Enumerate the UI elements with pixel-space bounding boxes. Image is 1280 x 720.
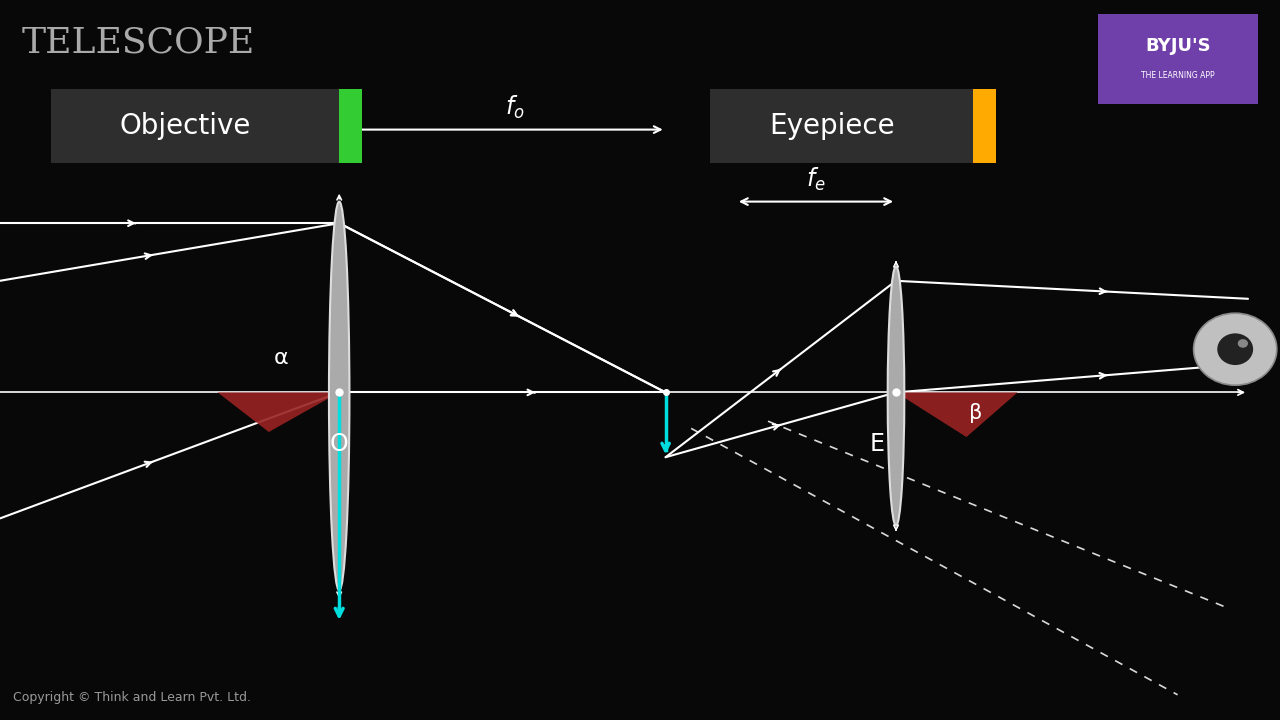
Text: $f_o$: $f_o$ [506, 94, 525, 121]
Text: TELESCOPE: TELESCOPE [22, 25, 255, 59]
Text: THE LEARNING APP: THE LEARNING APP [1142, 71, 1215, 80]
Ellipse shape [1238, 339, 1248, 348]
Text: Eyepiece: Eyepiece [769, 112, 895, 140]
Text: $f_e$: $f_e$ [806, 166, 826, 193]
Bar [339, 89, 362, 163]
Ellipse shape [1194, 313, 1277, 385]
Ellipse shape [1217, 333, 1253, 365]
Text: BYJU'S: BYJU'S [1146, 37, 1211, 55]
Bar [1098, 14, 1258, 104]
Text: α: α [274, 348, 289, 368]
Text: Copyright © Think and Learn Pvt. Ltd.: Copyright © Think and Learn Pvt. Ltd. [13, 691, 251, 704]
Bar [973, 89, 996, 163]
Bar [710, 89, 986, 163]
Text: O: O [330, 432, 348, 456]
Text: β: β [969, 402, 982, 423]
Text: E: E [869, 432, 884, 456]
Ellipse shape [329, 202, 349, 590]
Ellipse shape [887, 266, 905, 526]
Polygon shape [218, 392, 339, 432]
Bar [51, 89, 343, 163]
Text: Objective: Objective [120, 112, 251, 140]
Polygon shape [896, 392, 1018, 437]
